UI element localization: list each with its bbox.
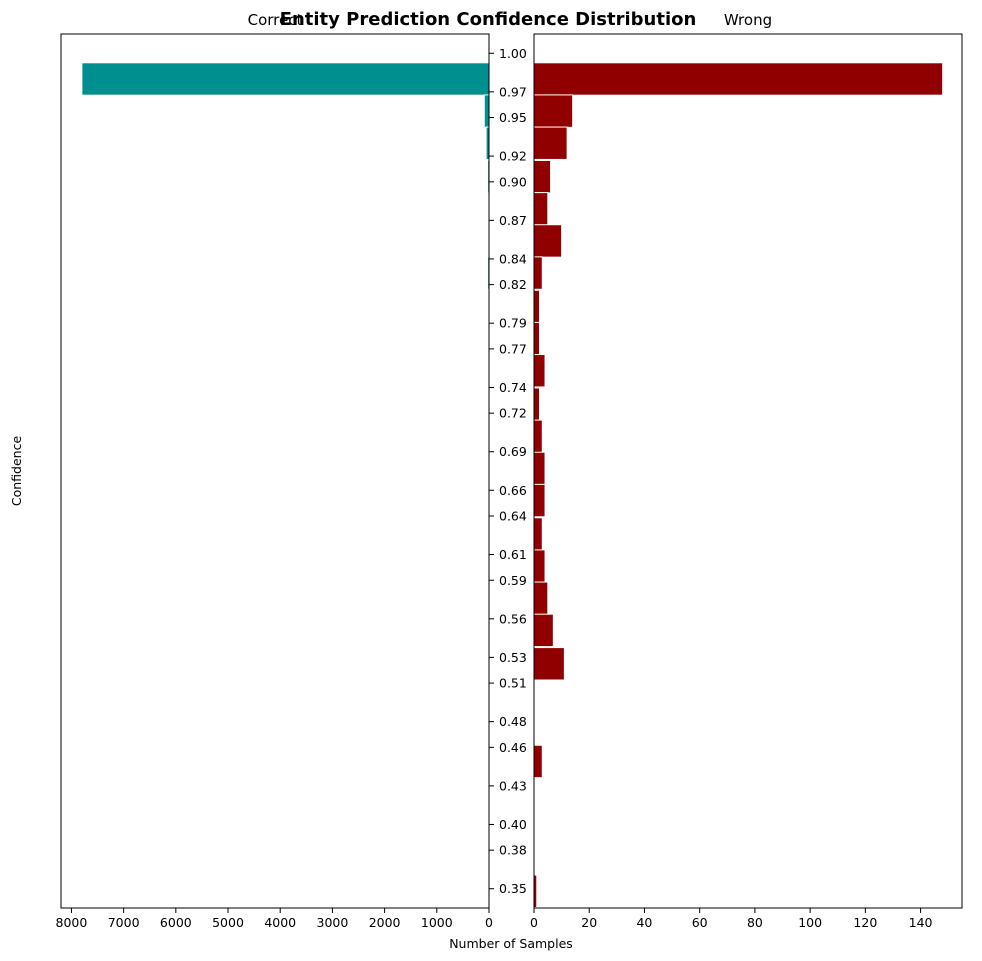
y-tick-label: 0.66: [499, 483, 527, 498]
y-tick-label: 0.64: [499, 508, 527, 523]
wrong-bar: [533, 387, 541, 421]
wrong-bar: [533, 256, 543, 290]
y-tick-label: 0.35: [499, 881, 527, 896]
y-tick-label: 0.59: [499, 573, 527, 588]
wrong-bar: [533, 419, 543, 453]
x-tick-label: 140: [909, 915, 933, 930]
y-tick-label: 0.69: [499, 444, 527, 459]
wrong-bar: [533, 94, 574, 128]
x-tick-label: 120: [853, 915, 877, 930]
y-tick-label: 0.82: [499, 277, 527, 292]
chart-title: Entity Prediction Confidence Distributio…: [280, 9, 697, 30]
wrong-bar: [533, 192, 549, 226]
wrong-bar: [533, 289, 541, 324]
wrong-panel: 0 20 40 60 80 100 120 140: [530, 33, 963, 930]
x-tick-label: 2000: [369, 915, 401, 930]
y-tick-label: 0.92: [499, 149, 527, 164]
x-tick-label: 4000: [264, 915, 296, 930]
wrong-plot-frame: [533, 33, 963, 909]
y-tick-label: 0.77: [499, 341, 527, 356]
y-tick-label: 0.61: [499, 547, 527, 562]
wrong-bar: [533, 126, 568, 160]
x-tick-label: 20: [581, 915, 597, 930]
wrong-bar: [533, 62, 944, 96]
wrong-bar: [533, 647, 565, 681]
y-tick-label: 0.90: [499, 174, 527, 189]
x-tick-label: 3000: [317, 915, 349, 930]
x-tick-label: 0: [530, 915, 538, 930]
x-tick-label: 5000: [212, 915, 244, 930]
confidence-axis: 1.00 0.97 0.95 0.92 0.90 0.87 0.84 0.82 0.79 0.77…: [489, 46, 527, 896]
wrong-bar: [533, 483, 546, 518]
y-tick-label: 0.53: [499, 650, 527, 665]
y-tick-label: 0.56: [499, 611, 527, 626]
y-tick-label: 0.46: [499, 740, 527, 755]
wrong-bar: [533, 549, 546, 583]
y-axis-label: Confidence: [9, 436, 24, 507]
correct-bar: [81, 62, 490, 96]
x-tick-label: 60: [692, 915, 708, 930]
x-axis-label: Number of Samples: [449, 936, 573, 951]
wrong-bar: [533, 451, 546, 486]
y-tick-label: 0.40: [499, 817, 527, 832]
x-tick-label: 80: [747, 915, 763, 930]
x-tick-label: 40: [636, 915, 652, 930]
wrong-bar: [533, 159, 552, 194]
y-tick-label: 0.72: [499, 406, 527, 421]
x-tick-label: 7000: [108, 915, 140, 930]
x-tick-label: 1000: [421, 915, 453, 930]
y-tick-label: 0.43: [499, 778, 527, 793]
y-tick-label: 0.51: [499, 676, 527, 691]
correct-bar: [483, 94, 490, 128]
wrong-bar: [533, 354, 546, 388]
y-tick-label: 0.95: [499, 110, 527, 125]
wrong-bar: [533, 321, 541, 356]
wrong-bar: [533, 613, 554, 648]
y-tick-label: 0.87: [499, 213, 527, 228]
x-tick-label: 100: [798, 915, 822, 930]
wrong-bar: [533, 581, 549, 615]
wrong-bar: [533, 224, 563, 258]
y-tick-label: 0.38: [499, 843, 527, 858]
wrong-bar: [533, 744, 543, 779]
wrong-bar: [533, 517, 543, 551]
correct-panel-title: Correct: [248, 11, 303, 29]
y-tick-label: 0.74: [499, 380, 527, 395]
y-tick-label: 0.97: [499, 84, 527, 99]
correct-panel: 0 1000 2000 3000 4000 5000 6000 7000 8000: [56, 33, 493, 930]
x-tick-label: 6000: [160, 915, 192, 930]
y-tick-label: 0.48: [499, 714, 527, 729]
x-tick-label: 0: [485, 915, 493, 930]
y-tick-label: 0.79: [499, 316, 527, 331]
y-tick-label: 1.00: [499, 46, 527, 61]
correct-plot-frame: [60, 33, 490, 909]
y-tick-label: 0.84: [499, 251, 527, 266]
wrong-panel-title: Wrong: [724, 11, 772, 29]
x-tick-label: 8000: [56, 915, 88, 930]
